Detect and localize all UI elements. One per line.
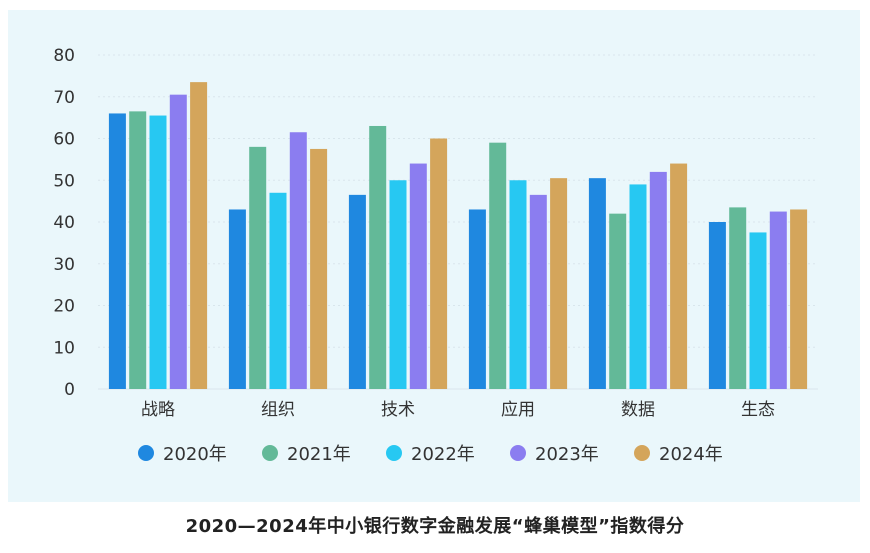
- bar: [649, 171, 667, 389]
- y-tick-label: 60: [53, 130, 75, 150]
- legend-label: 2020年: [163, 444, 227, 465]
- y-tick-label: 0: [64, 380, 75, 400]
- legend-marker: [138, 445, 154, 461]
- legend-label: 2023年: [535, 444, 599, 465]
- bar: [468, 209, 486, 389]
- bars: [108, 82, 808, 390]
- bar: [430, 138, 448, 389]
- x-tick-label: 应用: [501, 400, 535, 420]
- bar: [550, 178, 568, 389]
- y-tick-label: 80: [53, 46, 75, 66]
- y-tick-label: 70: [53, 88, 75, 108]
- bar: [149, 115, 167, 389]
- bar: [108, 113, 126, 389]
- bar: [509, 180, 527, 389]
- bar: [769, 211, 787, 389]
- bar: [190, 82, 208, 389]
- bar: [708, 222, 726, 389]
- bar: [269, 192, 287, 389]
- legend-marker: [510, 445, 526, 461]
- bar: [249, 146, 267, 389]
- bar: [129, 111, 147, 390]
- y-axis: 0 10 20 30 40 50 60 70 80: [53, 46, 75, 400]
- y-tick-label: 40: [53, 213, 75, 233]
- bar: [369, 125, 387, 389]
- bar: [749, 232, 767, 389]
- y-tick-label: 20: [53, 297, 75, 317]
- bar: [348, 194, 366, 389]
- bar: [489, 142, 507, 389]
- bar: [389, 180, 407, 389]
- bar: [529, 194, 547, 389]
- x-tick-label: 数据: [621, 400, 655, 420]
- y-tick-label: 10: [53, 338, 75, 358]
- legend-marker: [634, 445, 650, 461]
- bar: [609, 213, 627, 389]
- legend-label: 2024年: [659, 444, 723, 465]
- bar: [629, 184, 647, 389]
- bar-chart: 0 10 20 30 40 50 60 70 80 战略 组织 技术 应用 数据 生态 2020年 2021…: [53, 46, 818, 465]
- bar: [169, 94, 187, 389]
- chart-panel: 0 10 20 30 40 50 60 70 80 战略 组织 技术 应用 数据 生态 2020年 2021…: [8, 10, 860, 502]
- bar: [228, 209, 246, 389]
- grid: [98, 54, 818, 390]
- legend: 2020年 2021年 2022年 2023年 2024年: [138, 444, 723, 465]
- bar: [588, 178, 606, 389]
- legend-marker: [262, 445, 278, 461]
- x-tick-label: 技术: [381, 400, 415, 420]
- legend-label: 2022年: [411, 444, 475, 465]
- x-tick-label: 组织: [261, 400, 295, 420]
- bar: [310, 148, 328, 389]
- bar: [289, 132, 307, 390]
- bar: [409, 163, 427, 389]
- y-tick-label: 50: [53, 171, 75, 191]
- x-tick-label: 战略: [141, 400, 175, 420]
- bar: [729, 207, 747, 389]
- y-tick-label: 30: [53, 255, 75, 275]
- legend-label: 2021年: [287, 444, 351, 465]
- chart-caption: 2020—2024年中小银行数字金融发展“蜂巢模型”指数得分: [185, 516, 685, 537]
- x-tick-label: 生态: [741, 400, 775, 420]
- bar: [670, 163, 688, 389]
- legend-marker: [386, 445, 402, 461]
- x-axis: 战略 组织 技术 应用 数据 生态: [141, 400, 775, 420]
- bar: [790, 209, 808, 389]
